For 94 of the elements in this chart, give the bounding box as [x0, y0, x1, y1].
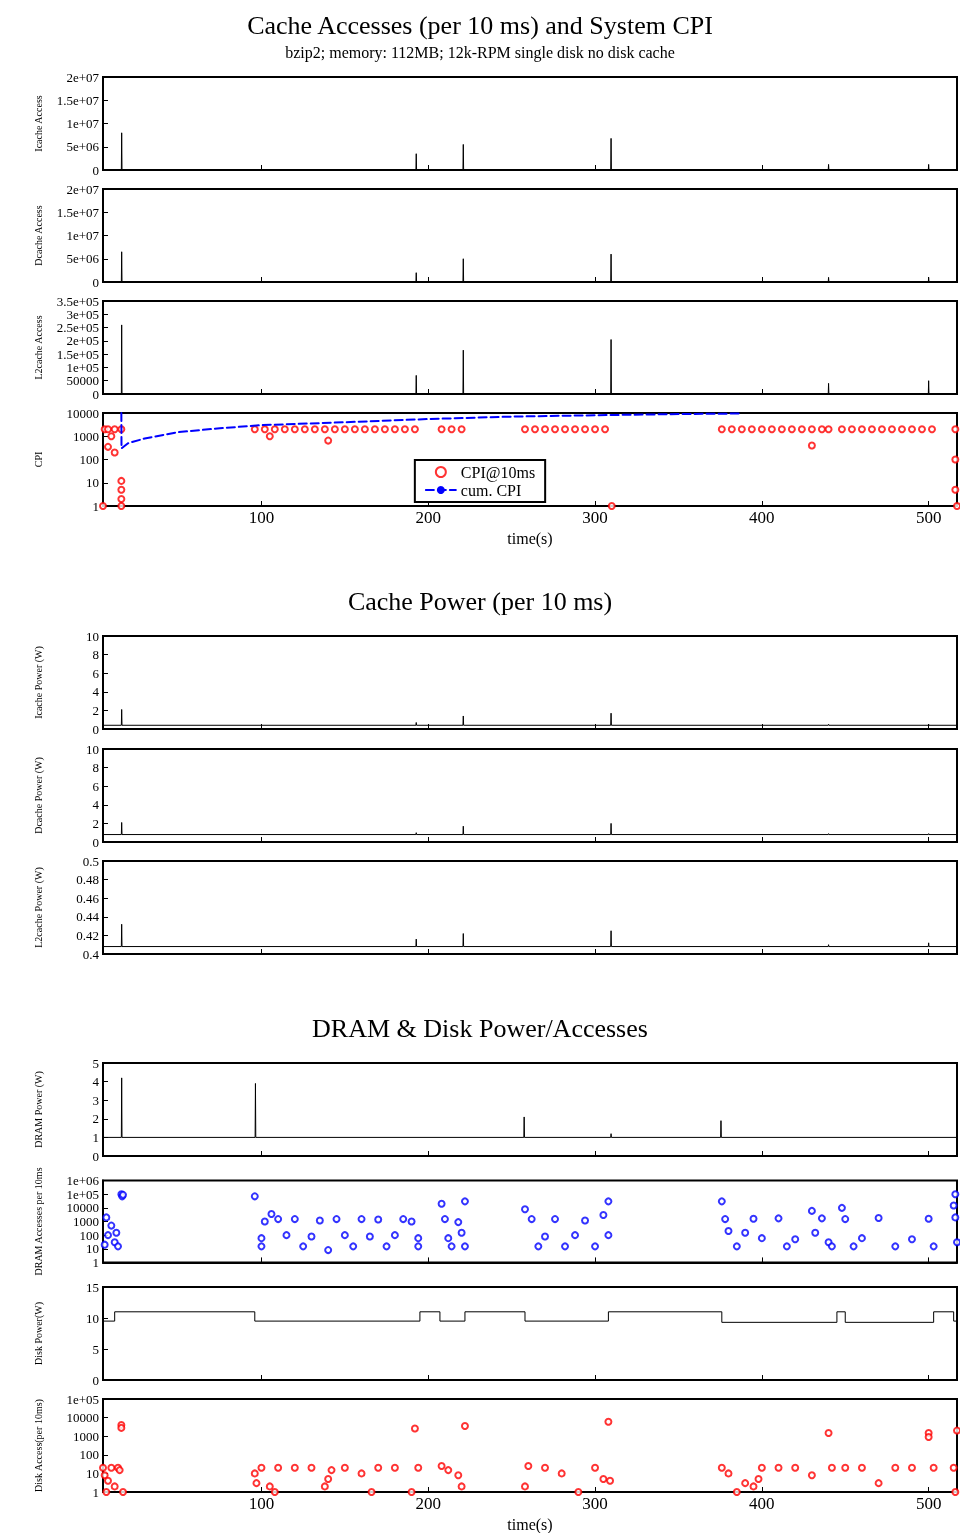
y-tick-label: 0.5 — [82, 853, 99, 869]
y-tick-label: 1000 — [73, 1428, 99, 1444]
y-tick-label: 0 — [92, 274, 99, 290]
y-tick-label: 1 — [92, 498, 99, 514]
x-tick-label: 100 — [248, 508, 275, 527]
y-axis-title: DRAM Accesses per 10ms — [32, 1167, 44, 1276]
y-tick-label: 0 — [92, 1372, 99, 1388]
y-axis-title: L2cache Access — [32, 315, 44, 380]
y-tick-label: 100 — [79, 452, 99, 467]
legend-label: CPI@10ms — [460, 463, 536, 482]
y-tick-label: 1000 — [73, 428, 99, 444]
y-tick-label: 3 — [92, 1092, 99, 1108]
y-tick-label: 1e+05 — [66, 1391, 99, 1407]
y-tick-label: 1e+07 — [66, 116, 100, 131]
y-tick-label: 0 — [92, 721, 99, 737]
y-tick-label: 3.5e+05 — [56, 293, 99, 309]
y-tick-label: 10 — [86, 1241, 99, 1257]
y-tick-label: 5e+06 — [66, 251, 100, 267]
y-tick-label: 1.5e+05 — [56, 346, 99, 362]
chart-subtitle: bzip2; memory: 112MB; 12k-RPM single disk no disk cache — [285, 43, 675, 62]
x-tick-label: 400 — [749, 508, 775, 527]
y-tick-label: 2 — [92, 815, 99, 831]
y-tick-label: 8 — [92, 647, 99, 663]
y-tick-label: 1 — [92, 1129, 99, 1145]
y-tick-label: 6 — [92, 778, 100, 794]
y-tick-label: 100 — [79, 1227, 99, 1243]
chart-title: Cache Power (per 10 ms) — [347, 586, 613, 616]
y-tick-label: 2 — [92, 702, 99, 718]
y-axis-title: Dcache Power (W) — [32, 757, 45, 834]
y-axis-title: Disk Power(W) — [32, 1301, 45, 1366]
y-tick-label: 15 — [86, 1279, 99, 1295]
y-tick-label: 10000 — [66, 1200, 99, 1216]
y-tick-label: 10 — [86, 741, 99, 757]
y-tick-label: 3e+05 — [66, 306, 99, 322]
x-tick-label: 500 — [915, 508, 942, 527]
y-tick-label: 10 — [86, 1310, 99, 1326]
y-tick-label: 0 — [92, 162, 99, 178]
y-tick-label: 4 — [92, 1074, 100, 1090]
y-tick-label: 4 — [92, 797, 100, 813]
y-tick-label: 10 — [86, 1465, 99, 1481]
y-tick-label: 1e+05 — [66, 1186, 99, 1202]
line-series — [120, 412, 743, 450]
x-tick-label: 200 — [415, 1494, 441, 1513]
y-tick-label: 2e+07 — [66, 181, 100, 197]
y-axis-title: Disk Access(per 10ms) — [32, 1399, 45, 1492]
y-tick-label: 1000 — [73, 1214, 99, 1229]
y-tick-label: 10 — [86, 475, 99, 491]
x-tick-label: 500 — [915, 1494, 942, 1513]
y-tick-label: 6 — [92, 665, 100, 681]
y-tick-label: 1e+07 — [66, 228, 100, 243]
y-tick-label: 100 — [79, 1447, 99, 1463]
x-axis-title: time(s) — [507, 1516, 553, 1533]
y-axis-title: Icache Access — [32, 95, 44, 152]
y-axis-title: CPI — [32, 451, 44, 468]
legend-label: cum. CPI — [460, 481, 522, 499]
y-axis-title: Icache Power (W) — [32, 646, 45, 719]
y-tick-label: 4 — [92, 684, 100, 700]
y-tick-label: 1 — [92, 1254, 99, 1270]
y-tick-label: 0 — [92, 386, 99, 402]
y-axis-title: L2cache Power (W) — [32, 867, 45, 948]
y-axis-title: Dcache Access — [32, 205, 44, 266]
y-tick-label: 10 — [86, 628, 99, 644]
y-tick-label: 0 — [92, 1148, 99, 1164]
x-tick-label: 200 — [415, 508, 441, 527]
chart-title: Cache Accesses (per 10 ms) and System CPI — [247, 10, 713, 40]
y-tick-label: 10000 — [66, 405, 99, 421]
y-tick-label: 0 — [92, 834, 99, 850]
y-tick-label: 0.48 — [76, 872, 99, 888]
y-tick-label: 1.5e+07 — [56, 92, 100, 108]
y-tick-label: 0.44 — [76, 909, 100, 925]
x-tick-label: 100 — [248, 1494, 275, 1513]
y-tick-label: 2.5e+05 — [56, 320, 99, 336]
chart-title: DRAM & Disk Power/Accesses — [312, 1013, 648, 1043]
y-tick-label: 50000 — [66, 373, 99, 389]
y-tick-label: 8 — [92, 760, 99, 776]
y-tick-label: 0.46 — [76, 890, 100, 906]
y-tick-label: 0.42 — [76, 927, 99, 943]
y-tick-label: 2e+07 — [66, 69, 100, 85]
y-tick-label: 2e+05 — [66, 333, 99, 349]
y-tick-label: 1.5e+07 — [56, 204, 100, 220]
y-tick-label: 0.4 — [82, 946, 100, 962]
y-tick-label: 1e+06 — [66, 1173, 100, 1189]
x-axis-title: time(s) — [507, 530, 553, 549]
y-tick-label: 5e+06 — [66, 139, 100, 155]
y-tick-label: 2 — [92, 1111, 99, 1127]
y-tick-label: 5 — [92, 1341, 99, 1357]
y-tick-label: 5 — [92, 1055, 99, 1071]
x-tick-label: 300 — [582, 1494, 608, 1513]
x-tick-label: 300 — [582, 508, 608, 527]
y-tick-label: 1 — [92, 1484, 99, 1500]
y-tick-label: 1e+05 — [66, 359, 99, 375]
y-axis-title: DRAM Power (W) — [32, 1071, 45, 1148]
x-tick-label: 400 — [749, 1494, 775, 1513]
y-tick-label: 10000 — [66, 1410, 99, 1426]
